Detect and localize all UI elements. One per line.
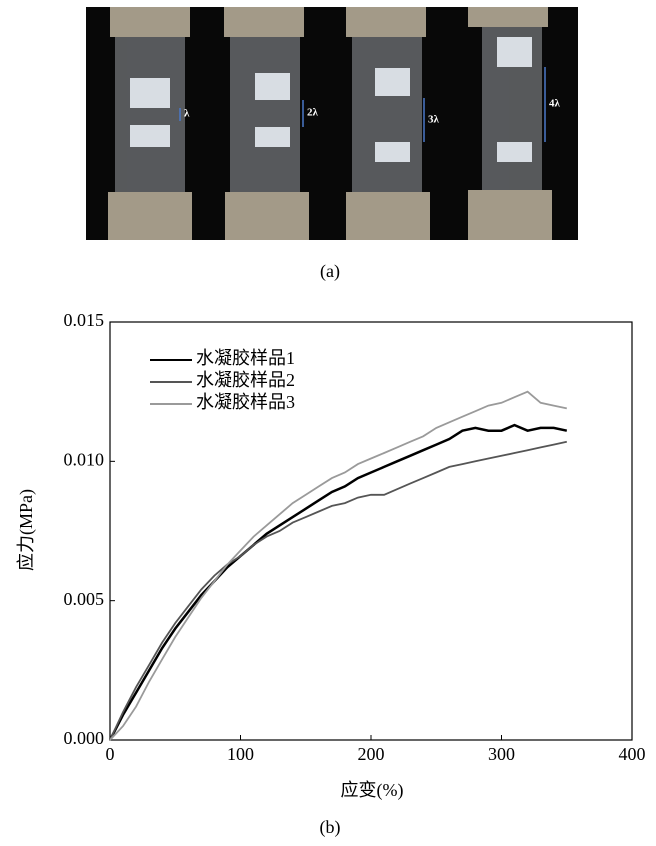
legend-label: 水凝胶样品1 — [196, 348, 295, 368]
x-tick-label: 0 — [106, 744, 115, 764]
y-tick-label: 0.015 — [64, 310, 105, 330]
specimens — [115, 27, 542, 192]
plot-frame — [109, 321, 633, 741]
y-tick-label: 0.010 — [64, 449, 105, 469]
photo-label: λ — [184, 108, 190, 120]
series-line — [109, 440, 567, 741]
x-axis-label: 应变(%) — [341, 780, 404, 801]
caption: (a) — [320, 261, 340, 282]
y-axis-label: 应力(MPa) — [16, 489, 37, 571]
legend-label: 水凝胶样品3 — [196, 392, 295, 412]
photo-label: 2λ — [307, 107, 319, 119]
x-tick-label: 400 — [619, 744, 646, 764]
x-tick-label: 300 — [488, 744, 515, 764]
x-tick-label: 200 — [358, 744, 385, 764]
photo-label: 4λ — [549, 98, 561, 110]
series-line — [108, 423, 568, 741]
photo: λ 2λ 3λ 4λ — [86, 7, 578, 240]
caption: (b) — [320, 817, 341, 838]
grips — [108, 7, 552, 240]
x-tick-label: 100 — [227, 744, 254, 764]
y-tick-label: 0.005 — [64, 589, 105, 609]
y-tick-label: 0.000 — [64, 728, 105, 748]
legend-label: 水凝胶样品2 — [196, 370, 295, 390]
photo-label: 3λ — [428, 114, 440, 126]
series-line — [109, 390, 567, 741]
pads — [130, 37, 532, 162]
dimension-lines — [179, 67, 546, 142]
